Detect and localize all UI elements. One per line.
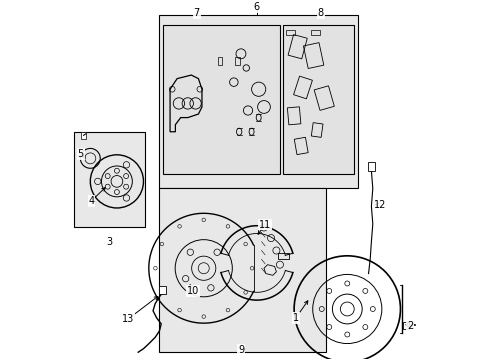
Text: 4: 4 — [88, 196, 94, 206]
Bar — [81, 132, 85, 139]
Text: 13: 13 — [122, 314, 134, 324]
Text: 7: 7 — [193, 8, 200, 18]
Bar — [283, 26, 354, 174]
Bar — [159, 286, 165, 294]
Bar — [163, 26, 279, 174]
Bar — [217, 57, 222, 65]
Text: 9: 9 — [237, 345, 244, 355]
Text: 12: 12 — [373, 201, 386, 211]
Bar — [159, 15, 357, 189]
Text: 5: 5 — [78, 149, 84, 159]
Text: 3: 3 — [106, 237, 113, 247]
Text: 11: 11 — [259, 220, 271, 230]
Text: 6: 6 — [253, 2, 260, 12]
Bar — [74, 132, 145, 228]
Text: 8: 8 — [317, 8, 323, 18]
Bar — [235, 57, 239, 65]
Text: 10: 10 — [186, 286, 199, 296]
Text: 1: 1 — [292, 313, 298, 323]
Bar — [278, 253, 288, 259]
Bar — [159, 189, 325, 351]
Text: 2: 2 — [406, 321, 412, 330]
Bar — [402, 322, 408, 329]
Bar — [367, 162, 374, 171]
